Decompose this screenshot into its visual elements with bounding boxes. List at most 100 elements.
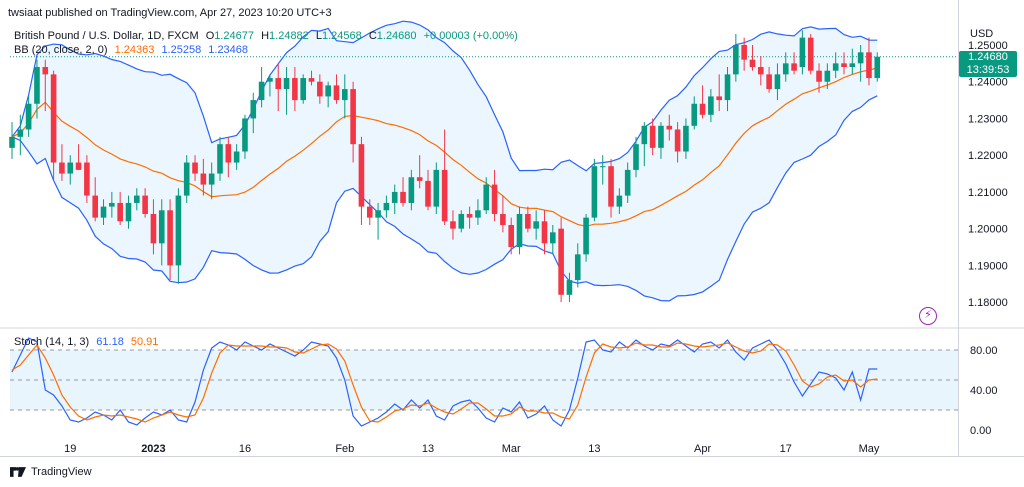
candle-body [17,129,24,137]
candle-body [158,210,165,244]
time-tick-label: 2023 [141,443,165,455]
candle-body [167,210,173,266]
candle-body [275,78,282,90]
candle-body [100,206,107,218]
candle-body [292,78,298,101]
price-tick-label: 1.23000 [968,113,1008,125]
candle-body [832,63,839,71]
price-axis-currency: USD [970,28,993,40]
candle-body [666,125,673,130]
bb-upper-value: 1.25258 [161,44,202,56]
candle-body [807,37,814,71]
price-tick-label: 1.25000 [968,40,1008,52]
candle-body [458,213,465,229]
candle-body [408,177,415,203]
price-tick-label: 1.18000 [968,297,1008,309]
candle-body [824,70,831,82]
candle-body [624,169,631,196]
stoch-legend[interactable]: Stoch (14, 1, 3) 61.18 50.91 [14,336,162,348]
candle-body [574,254,581,281]
candle-body [649,125,656,148]
stoch-d-line [11,342,878,423]
candle-body [391,191,398,203]
candle-body [591,166,598,218]
publisher-caption: twsiaat published on TradingView.com, Ap… [8,7,332,19]
candle-body [500,213,506,225]
candle-body [142,195,148,214]
time-tick-label: Apr [694,443,711,455]
candle-body [425,180,431,207]
stoch-k-line [11,337,878,427]
bb-lower-line [11,95,878,302]
candle-body [758,67,764,75]
candle-body [9,136,15,148]
candle-body [258,81,265,101]
price-tick-label: 1.22000 [968,150,1008,162]
candle-body [433,169,440,207]
candle-body [491,184,498,214]
candle-body [125,202,132,222]
ohlc-values: O1.24677 H1.24882 L1.24568 C1.24680 +0.0… [205,30,518,42]
candle-body [841,63,847,68]
symbol-legend[interactable]: British Pound / U.S. Dollar, 1D, FXCM O1… [14,30,526,42]
time-tick-label: 19 [64,443,76,455]
candle-body [84,162,90,196]
candles [9,30,881,303]
brand-name: TradingView [31,466,92,478]
candle-body [358,144,365,207]
candle-body [325,85,331,97]
candle-body [400,191,406,203]
candle-body [533,221,539,229]
candle-body [308,78,315,82]
stoch-k-value: 61.18 [96,336,124,348]
lightning-icon[interactable]: ⚡ [919,307,937,325]
stochastic-pane [10,337,958,427]
stoch-tick-label: 80.00 [970,345,998,357]
candle-body [866,52,872,79]
candle-body [300,78,306,101]
candle-body [683,125,689,152]
candle-body [558,228,564,295]
price-tick-label: 1.21000 [968,187,1008,199]
time-tick-label: 13 [422,443,434,455]
candle-body [525,213,531,229]
candle-body [466,213,473,218]
candle-body [699,103,706,115]
candle-body [749,59,756,68]
candle-body [741,44,747,60]
candle-body [849,63,856,68]
candle-body [658,125,664,148]
bb-legend[interactable]: BB (20, close, 2, 0) 1.24363 1.25258 1.2… [14,44,252,56]
candle-body [67,162,74,174]
candle-body [616,195,623,207]
candle-body [483,184,490,211]
candle-body [117,202,123,222]
candle-body [192,162,198,174]
stoch-label: Stoch (14, 1, 3) [14,336,90,348]
candle-body [608,166,614,207]
candle-body [724,74,731,101]
time-tick-label: 17 [780,443,792,455]
candle-body [782,63,789,75]
candle-body [799,37,806,68]
candle-body [225,144,232,163]
footer-branding[interactable]: TradingView [10,466,92,478]
candle-body [134,195,140,203]
candle-body [416,177,423,181]
grid [0,0,1024,457]
last-price-tag: 1.24680 13:39:53 [959,50,1017,77]
candle-body [92,195,98,218]
candle-body [75,162,82,170]
candle-body [566,280,573,295]
bb-upper-line [11,20,878,172]
candle-body [774,74,781,90]
candle-body [716,96,722,101]
candle-body [874,56,881,79]
candle-body [208,173,215,185]
time-tick-label: Mar [502,443,521,455]
candle-body [583,217,589,255]
candle-body [791,63,797,71]
time-tick-label: 16 [239,443,251,455]
